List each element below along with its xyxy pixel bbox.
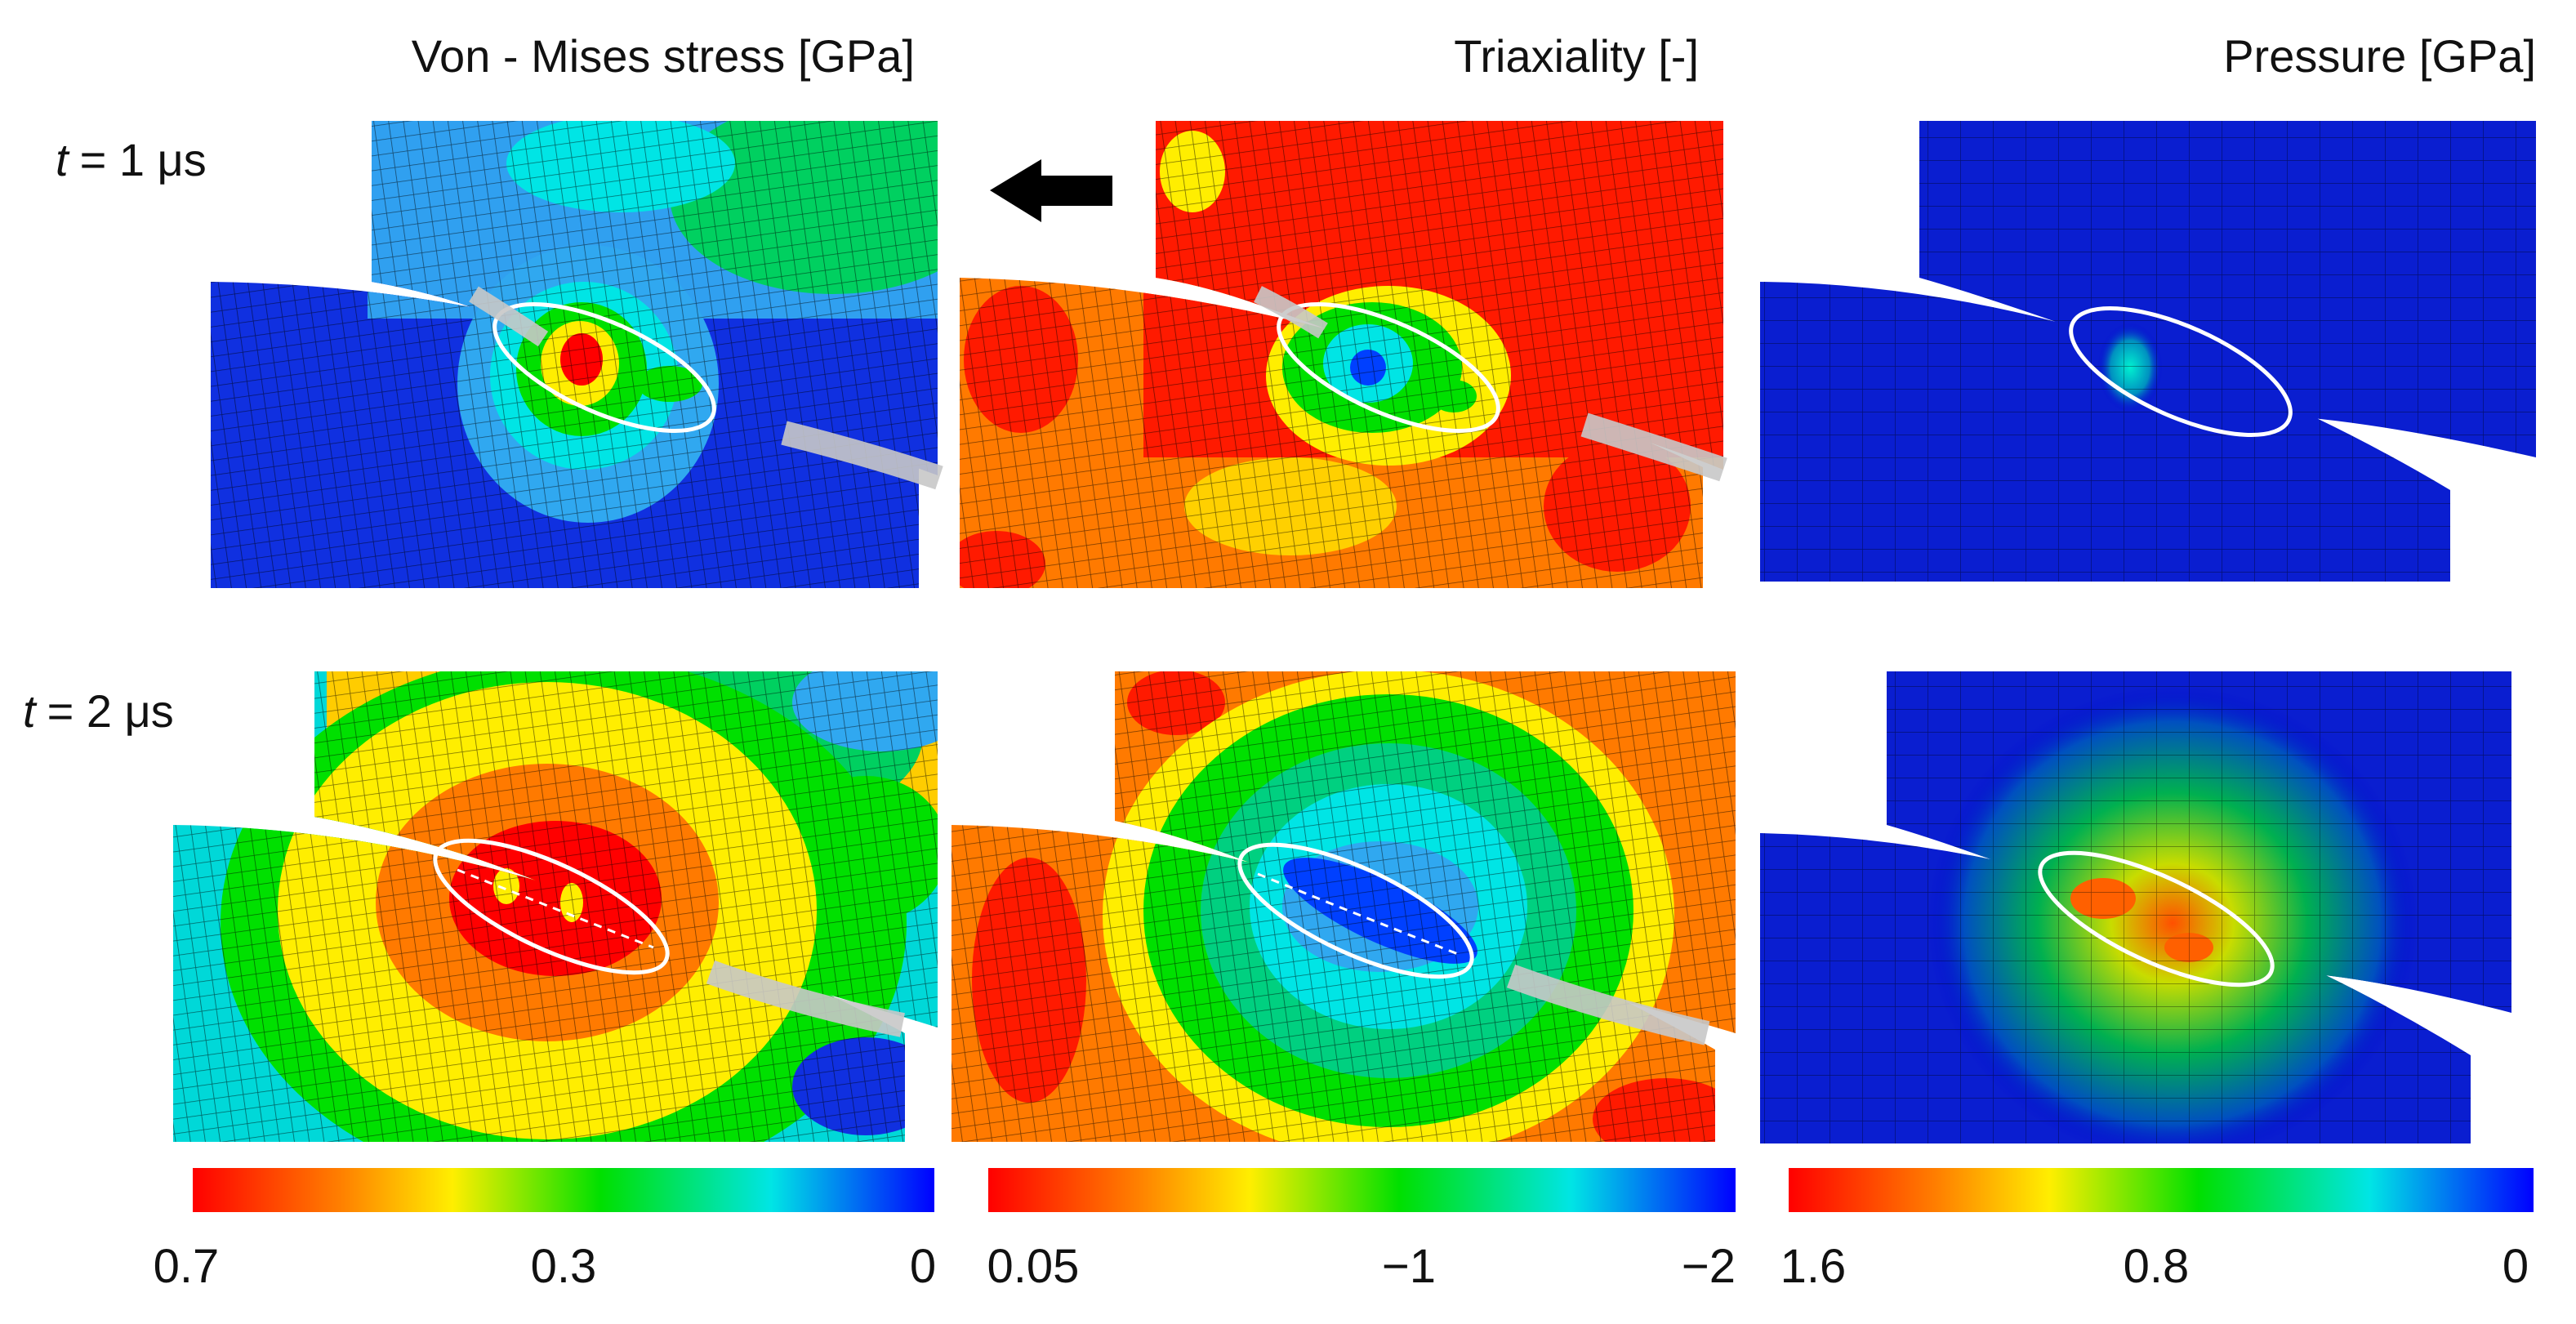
colorbar-tick: 0.3 bbox=[531, 1240, 597, 1293]
colorbar-tick: 0.8 bbox=[2124, 1240, 2190, 1293]
highlight-ellipse bbox=[1277, 302, 1500, 433]
column-title-pressure: Pressure [GPa] bbox=[2223, 30, 2536, 82]
colorbar-von-mises: 0.7 0.3 0 bbox=[154, 1168, 936, 1293]
colorbar-tick: 0 bbox=[2502, 1240, 2529, 1293]
colorbar-pressure: 1.6 0.8 0 bbox=[1780, 1168, 2534, 1293]
panel-pressure-t2 bbox=[1760, 671, 2511, 1143]
panel-vonmises-t1 bbox=[211, 121, 938, 588]
panel-triaxiality-t2 bbox=[952, 671, 1736, 1142]
colorbar-tick: 0.05 bbox=[987, 1240, 1080, 1293]
colorbar-tick: 0.7 bbox=[154, 1240, 220, 1293]
colorbar-tick: 1.6 bbox=[1780, 1240, 1847, 1293]
highlight-ellipse bbox=[492, 302, 716, 433]
highlight-ellipse bbox=[1237, 842, 1474, 979]
time-label-row1: t = 1 μs bbox=[56, 134, 207, 185]
highlight-ellipse bbox=[2069, 306, 2293, 437]
colorbar-tick: 0 bbox=[910, 1240, 936, 1293]
left-arrow-icon bbox=[990, 159, 1112, 222]
panel-pressure-t1 bbox=[1760, 121, 2536, 582]
time-label-row2: t = 2 μs bbox=[23, 685, 174, 737]
panel-triaxiality-t1 bbox=[960, 121, 1723, 588]
column-title-von-mises: Von - Mises stress [GPa] bbox=[412, 30, 915, 82]
panel-vonmises-t2 bbox=[173, 671, 938, 1142]
highlight-ellipse bbox=[433, 838, 670, 975]
highlight-ellipse bbox=[2038, 850, 2275, 987]
colorbar-tick: −2 bbox=[1682, 1240, 1736, 1293]
column-title-triaxiality: Triaxiality [-] bbox=[1454, 30, 1699, 82]
colorbar-tick: −1 bbox=[1382, 1240, 1436, 1293]
colorbar-triaxiality: 0.05 −1 −2 bbox=[987, 1168, 1736, 1293]
